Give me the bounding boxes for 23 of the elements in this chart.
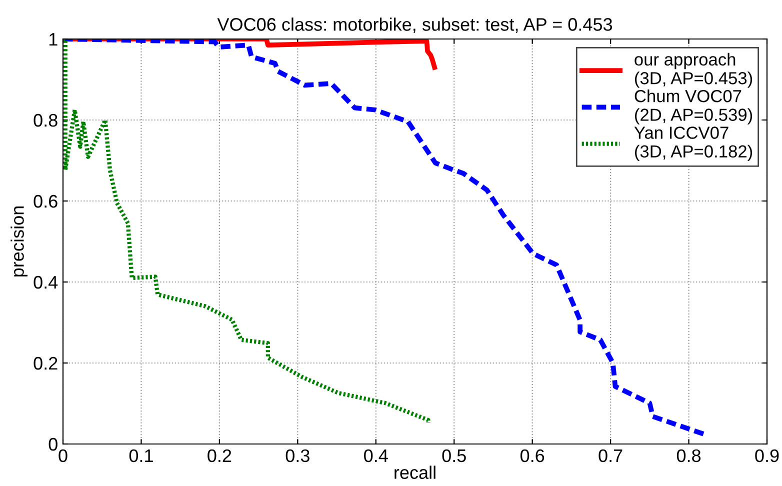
x-tick-label: 0.7 bbox=[598, 449, 622, 462]
x-tick-label: 0 bbox=[58, 449, 68, 462]
y-tick-label: 0.8 bbox=[34, 114, 58, 127]
x-tick-label: 0.6 bbox=[520, 449, 544, 462]
legend-label: Chum VOC07 (2D, AP=0.539) bbox=[634, 90, 752, 124]
y-tick-label: 0 bbox=[48, 438, 58, 451]
y-tick-label: 0.4 bbox=[34, 276, 58, 289]
x-tick-label: 0.2 bbox=[208, 449, 232, 462]
x-tick-label: 0.4 bbox=[364, 449, 388, 462]
x-tick-label: 0.3 bbox=[286, 449, 310, 462]
y-tick-label: 0.2 bbox=[34, 356, 58, 370]
x-tick-label: 0.1 bbox=[129, 449, 153, 462]
x-axis-title: recall bbox=[394, 466, 436, 479]
y-tick-label: 1 bbox=[49, 33, 58, 46]
y-tick-label: 0.6 bbox=[34, 194, 58, 208]
x-tick-label: 0.8 bbox=[676, 449, 701, 462]
legend-label: Yan ICCV07 (3D, AP=0.182) bbox=[634, 126, 752, 162]
legend-label: our approach (3D, AP=0.453) bbox=[634, 52, 752, 88]
chart-title: VOC06 class: motorbike, subset: test, AP = 0.453 bbox=[217, 18, 612, 33]
line-series bbox=[63, 39, 430, 426]
x-tick-label: 0.5 bbox=[442, 449, 466, 462]
y-axis-title: precision bbox=[10, 206, 28, 276]
x-tick-label: 0.9 bbox=[755, 449, 779, 462]
